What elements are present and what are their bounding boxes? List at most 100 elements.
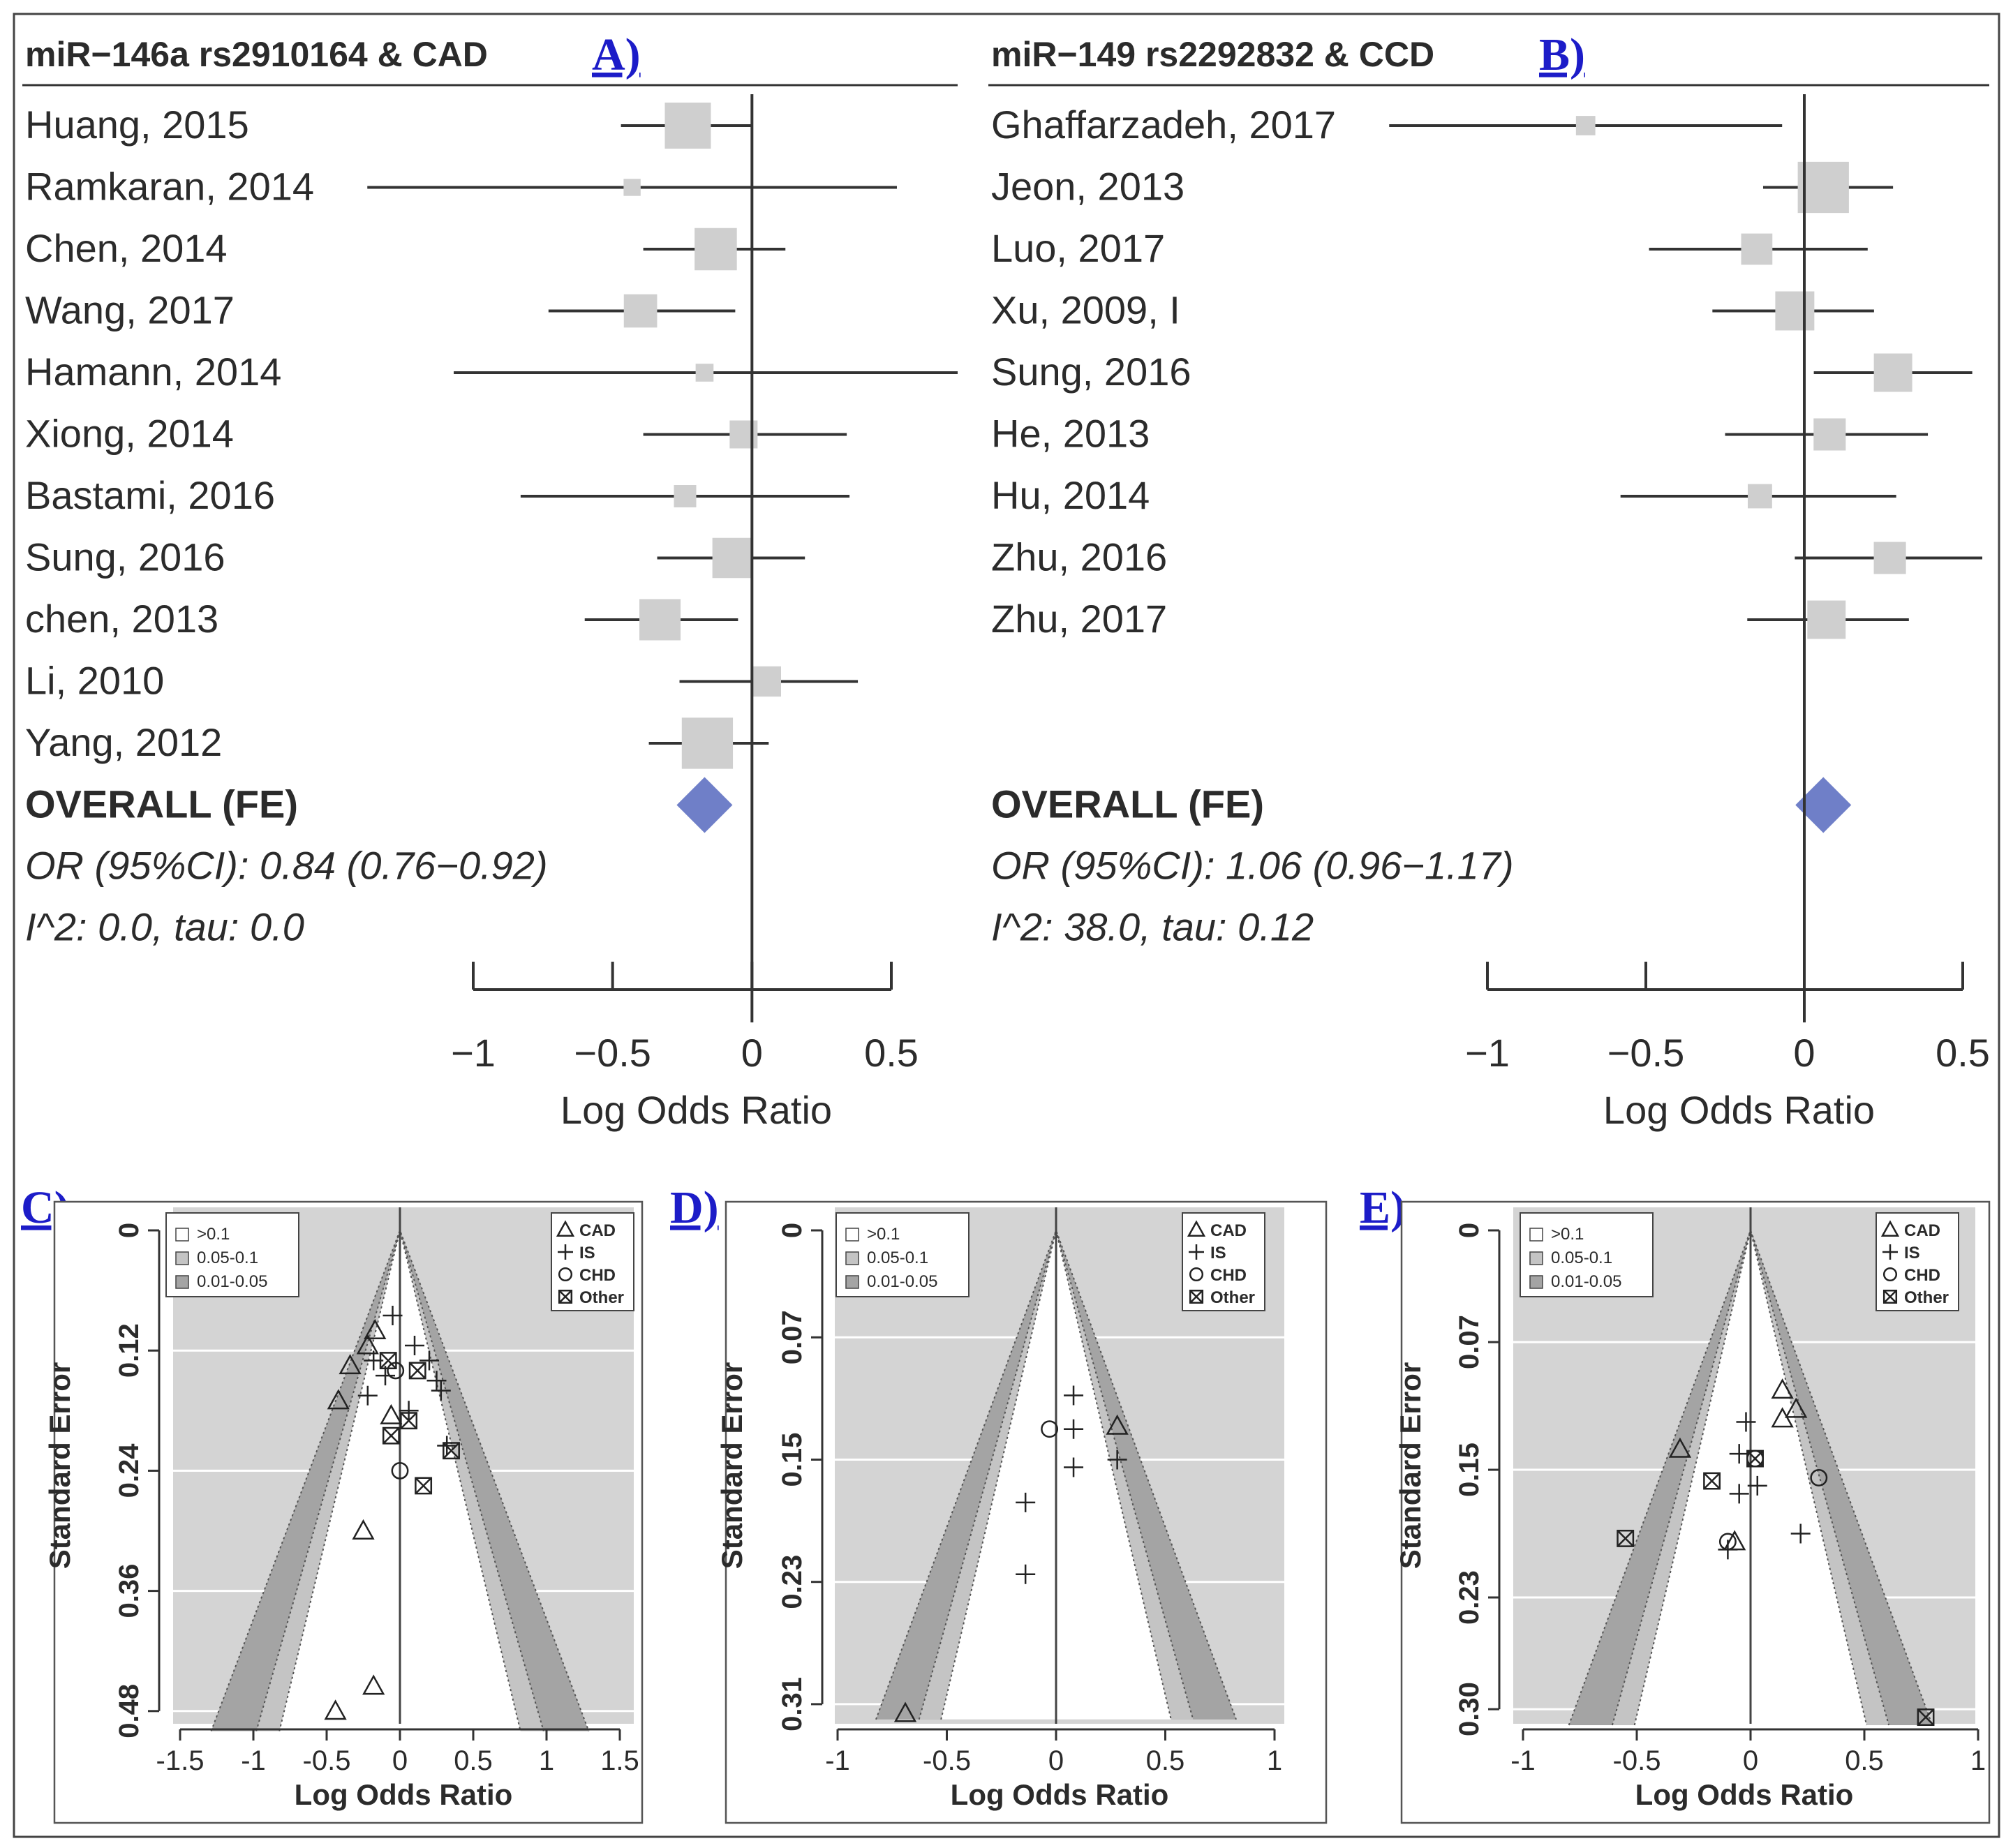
point-cad: [362, 1674, 385, 1695]
y-axis-label: Standard Error: [43, 1362, 76, 1569]
contour-legend-swatch: [175, 1251, 189, 1265]
point-chd: [1189, 1267, 1204, 1282]
point-chd: [391, 1461, 409, 1480]
symbol-legend-label: CHD: [579, 1266, 616, 1285]
point-is: [431, 1380, 451, 1401]
contour-legend-swatch: [845, 1251, 859, 1265]
point-other: [1917, 1708, 1935, 1726]
point-cad: [1771, 1407, 1794, 1428]
study-label: Hu, 2014: [991, 473, 1150, 517]
point-is: [1882, 1244, 1898, 1260]
symbol-legend-label: Other: [1904, 1288, 1949, 1307]
x-tick-label: 0.5: [864, 1031, 919, 1075]
study-label: He, 2013: [991, 412, 1150, 456]
x-tick-label: −0.5: [574, 1031, 651, 1075]
x-tick-label: 0: [1743, 1745, 1758, 1776]
x-tick-label: 1: [1267, 1745, 1282, 1776]
point-other: [408, 1362, 426, 1380]
x-tick-label: 1: [539, 1745, 554, 1776]
x-tick-label: 1.5: [600, 1745, 639, 1776]
contour-legend-label: >0.1: [867, 1225, 900, 1244]
point-is: [1729, 1484, 1749, 1504]
point-is: [1736, 1412, 1756, 1432]
study-box: [1797, 161, 1849, 214]
study-label: Wang, 2017: [25, 288, 235, 332]
x-axis-label: Log Odds Ratio: [560, 1088, 832, 1132]
point-is: [405, 1336, 424, 1356]
point-is: [1790, 1523, 1811, 1544]
point-cad: [1880, 1220, 1900, 1237]
contour-legend-label: 0.05-0.1: [1551, 1249, 1612, 1267]
study-box: [1807, 600, 1846, 639]
study-box: [681, 717, 734, 769]
point-is: [357, 1385, 378, 1406]
point-is: [558, 1244, 573, 1260]
x-tick-label: −1: [451, 1031, 496, 1075]
forest-title: miR−146a rs2910164 & CAD: [25, 35, 488, 74]
x-tick-label: 0: [1048, 1745, 1064, 1776]
contour-outline: [918, 1228, 1194, 1720]
x-tick-label: 0.5: [454, 1745, 493, 1776]
contour-legend-swatch: [1529, 1275, 1543, 1289]
study-label: chen, 2013: [25, 597, 218, 641]
x-tick-label: −0.5: [1607, 1031, 1685, 1075]
x-tick-label: 0: [741, 1031, 763, 1075]
study-label: Li, 2010: [25, 659, 164, 703]
contour-legend-label: 0.05-0.1: [197, 1249, 258, 1267]
y-tick-label: 0.23: [777, 1555, 808, 1609]
study-label: Ghaffarzadeh, 2017: [991, 103, 1336, 147]
point-cad: [327, 1389, 350, 1410]
point-other: [1189, 1289, 1204, 1304]
contour-legend-label: 0.01-0.05: [197, 1272, 267, 1291]
point-other: [1617, 1529, 1635, 1547]
study-label: Hamann, 2014: [25, 350, 281, 394]
overall-diamond: [676, 777, 733, 833]
point-cad: [893, 1701, 917, 1722]
point-other: [400, 1412, 418, 1430]
point-other: [1703, 1472, 1721, 1490]
study-box: [639, 599, 681, 641]
study-label: Bastami, 2016: [25, 473, 275, 517]
point-cad: [324, 1699, 347, 1720]
forest-plot-a: miR−146a rs2910164 & CAD A) Huang, 2015 Ram…: [22, 29, 958, 1132]
x-tick-label: -1: [825, 1745, 850, 1776]
x-tick-label: -0.5: [303, 1745, 351, 1776]
study-box: [1775, 291, 1815, 331]
x-tick-label: 0.5: [1936, 1031, 1990, 1075]
panel-label: E): [1360, 1182, 1406, 1233]
heterogeneity-text: I^2: 0.0, tau: 0.0: [25, 905, 304, 949]
study-box: [695, 364, 714, 382]
point-cad: [1785, 1397, 1808, 1418]
point-cad: [380, 1403, 403, 1424]
study-label: Zhu, 2017: [991, 597, 1167, 641]
point-is: [1064, 1385, 1084, 1406]
contour-legend-label: 0.01-0.05: [1551, 1272, 1621, 1291]
point-is: [426, 1371, 447, 1391]
y-tick-label: 0: [1454, 1223, 1485, 1238]
x-tick-label: -0.5: [923, 1745, 971, 1776]
point-chd: [558, 1267, 573, 1282]
point-is: [1064, 1457, 1084, 1477]
forest-title: miR−149 rs2292832 & CCD: [991, 35, 1434, 74]
contour-legend-swatch: [845, 1275, 859, 1289]
study-box: [729, 420, 758, 449]
point-is: [419, 1350, 439, 1371]
study-box: [674, 484, 697, 508]
x-tick-label: -1: [241, 1745, 266, 1776]
x-tick-label: −1: [1465, 1031, 1510, 1075]
y-tick-label: 0: [777, 1223, 808, 1238]
study-box: [1575, 116, 1596, 135]
symbol-legend-label: Other: [579, 1288, 624, 1307]
point-cad: [1106, 1414, 1129, 1435]
symbol-legend: CAD IS CHD Other: [551, 1212, 634, 1311]
point-other: [1746, 1450, 1764, 1468]
point-cad: [356, 1334, 379, 1355]
contour-legend-label: 0.05-0.1: [867, 1249, 928, 1267]
study-label: Chen, 2014: [25, 226, 228, 270]
point-is: [382, 1305, 403, 1325]
point-is: [1064, 1419, 1084, 1439]
point-cad: [364, 1318, 387, 1339]
y-tick-label: 0.23: [1454, 1570, 1485, 1625]
